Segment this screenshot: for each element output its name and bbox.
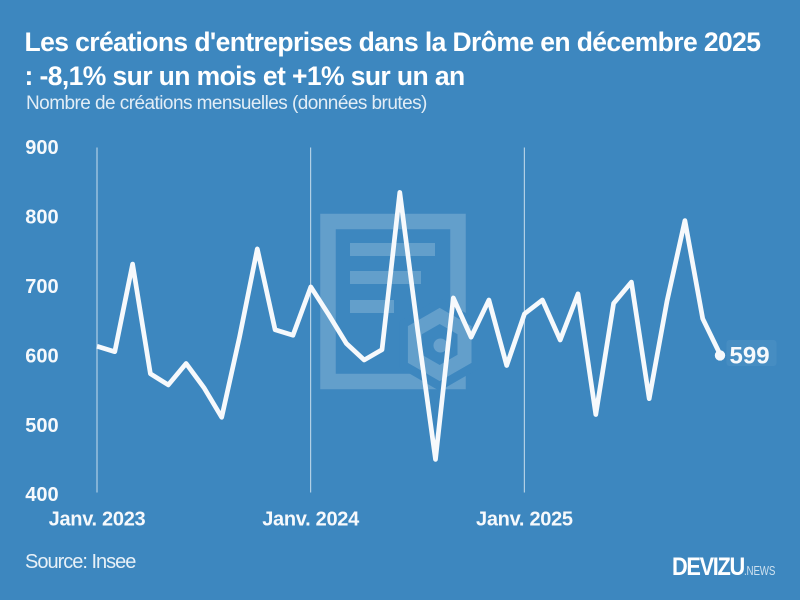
svg-text:900: 900 [25, 137, 58, 159]
svg-text:Janv. 2023: Janv. 2023 [49, 509, 146, 531]
svg-text:400: 400 [25, 484, 58, 506]
svg-text:600: 600 [25, 345, 58, 367]
svg-text:Janv. 2024: Janv. 2024 [262, 509, 360, 531]
svg-text:700: 700 [25, 276, 58, 298]
svg-text:500: 500 [25, 415, 58, 437]
svg-text:Janv. 2025: Janv. 2025 [476, 509, 573, 531]
svg-text:800: 800 [25, 207, 58, 229]
svg-text:599: 599 [730, 343, 770, 370]
